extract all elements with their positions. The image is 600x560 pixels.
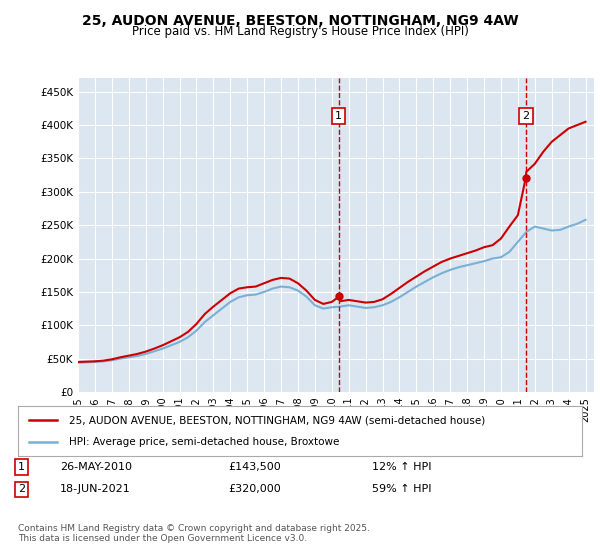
Text: Price paid vs. HM Land Registry's House Price Index (HPI): Price paid vs. HM Land Registry's House … xyxy=(131,25,469,38)
Text: £320,000: £320,000 xyxy=(228,484,281,494)
Text: Contains HM Land Registry data © Crown copyright and database right 2025.
This d: Contains HM Land Registry data © Crown c… xyxy=(18,524,370,543)
Text: 25, AUDON AVENUE, BEESTON, NOTTINGHAM, NG9 4AW: 25, AUDON AVENUE, BEESTON, NOTTINGHAM, N… xyxy=(82,14,518,28)
Text: 12% ↑ HPI: 12% ↑ HPI xyxy=(372,462,431,472)
Text: 18-JUN-2021: 18-JUN-2021 xyxy=(60,484,131,494)
Text: HPI: Average price, semi-detached house, Broxtowe: HPI: Average price, semi-detached house,… xyxy=(69,437,339,447)
Text: 2: 2 xyxy=(522,111,529,121)
Text: 1: 1 xyxy=(335,111,342,121)
Text: 59% ↑ HPI: 59% ↑ HPI xyxy=(372,484,431,494)
Text: 26-MAY-2010: 26-MAY-2010 xyxy=(60,462,132,472)
Text: 2: 2 xyxy=(18,484,25,494)
Text: 1: 1 xyxy=(18,462,25,472)
Text: 25, AUDON AVENUE, BEESTON, NOTTINGHAM, NG9 4AW (semi-detached house): 25, AUDON AVENUE, BEESTON, NOTTINGHAM, N… xyxy=(69,415,485,425)
Text: £143,500: £143,500 xyxy=(228,462,281,472)
